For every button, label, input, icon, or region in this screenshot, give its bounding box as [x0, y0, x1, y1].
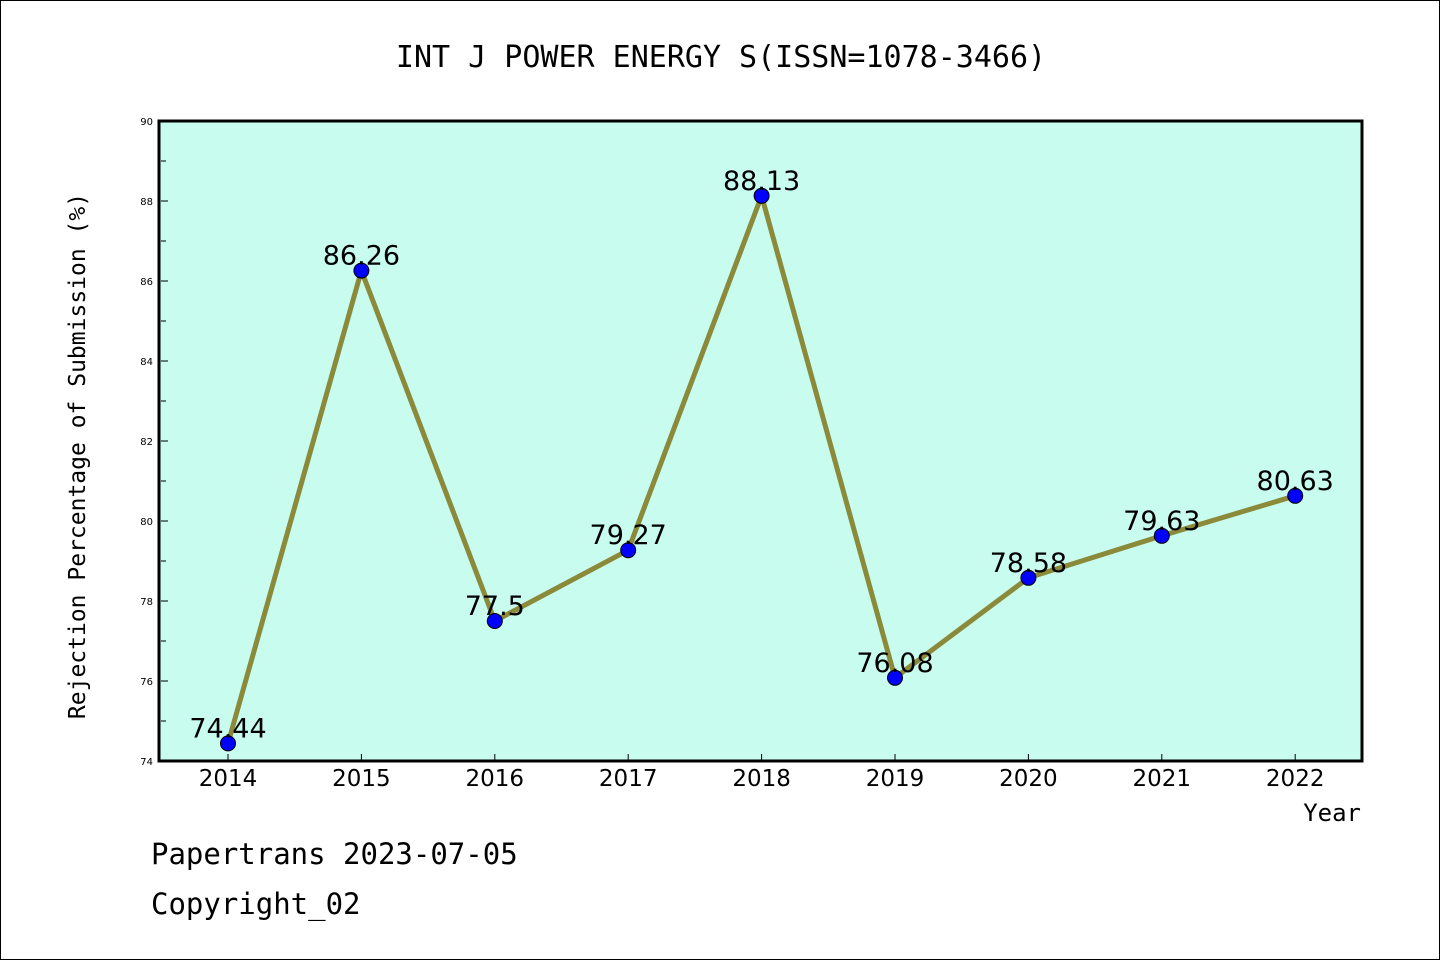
x-tick-label: 2020 [999, 766, 1058, 792]
data-label: 79.27 [590, 520, 667, 551]
data-label: 79.63 [1123, 506, 1200, 537]
x-tick-label: 2022 [1266, 766, 1325, 792]
x-tick-label: 2018 [732, 766, 791, 792]
y-tick-label: 82 [140, 437, 153, 448]
footer-copyright: Copyright_02 [151, 887, 361, 921]
data-label: 86.26 [323, 241, 400, 272]
data-label: 77.5 [465, 591, 525, 622]
y-tick-label: 90 [140, 117, 153, 128]
footer-date: Papertrans 2023-07-05 [151, 837, 518, 871]
data-point [486, 613, 503, 629]
x-tick-label: 2017 [599, 766, 658, 792]
data-point [887, 669, 903, 686]
y-axis-label: Rejection Percentage of Submission (%) [65, 193, 91, 719]
chart-title: INT J POWER ENERGY S(ISSN=1078-3466) [396, 40, 1046, 75]
data-labels: 74.44 86.26 77.5 79.27 88.13 76.08 78.58 79.63 8… [189, 166, 1333, 745]
x-tick-label: 2021 [1133, 766, 1192, 792]
data-label: 78.58 [990, 548, 1067, 579]
y-tick-label: 76 [140, 677, 153, 688]
data-point [220, 735, 236, 752]
data-point [1020, 569, 1037, 586]
data-point [1287, 487, 1304, 504]
y-tick-label: 88 [140, 197, 153, 208]
y-tick-label: 78 [140, 597, 153, 608]
y-tick-label: 86 [140, 277, 153, 288]
x-tick-label: 2019 [866, 766, 925, 792]
data-point [1153, 527, 1170, 544]
y-tick-label: 74 [140, 757, 153, 768]
data-label: 88.13 [723, 166, 800, 197]
data-point [620, 542, 637, 559]
data-point [753, 187, 770, 204]
y-tick-label: 80 [140, 517, 153, 528]
x-tick-label: 2015 [332, 766, 391, 792]
y-tick-label: 84 [140, 357, 153, 368]
series-rejection-percentage [220, 187, 1304, 752]
data-label: 76.08 [856, 648, 933, 679]
data-point [353, 262, 370, 279]
data-label: 80.63 [1257, 466, 1334, 497]
x-axis: 2014 2015 2016 2017 2018 2019 2020 2021 2022 [199, 754, 1325, 792]
x-tick-label: 2016 [466, 766, 525, 792]
y-axis: 74 76 78 80 82 84 86 88 90 [140, 117, 168, 768]
plot-area [157, 119, 1364, 763]
x-axis-label: Year [1303, 799, 1361, 827]
x-tick-label: 2014 [199, 766, 258, 792]
data-label: 74.44 [189, 713, 266, 744]
